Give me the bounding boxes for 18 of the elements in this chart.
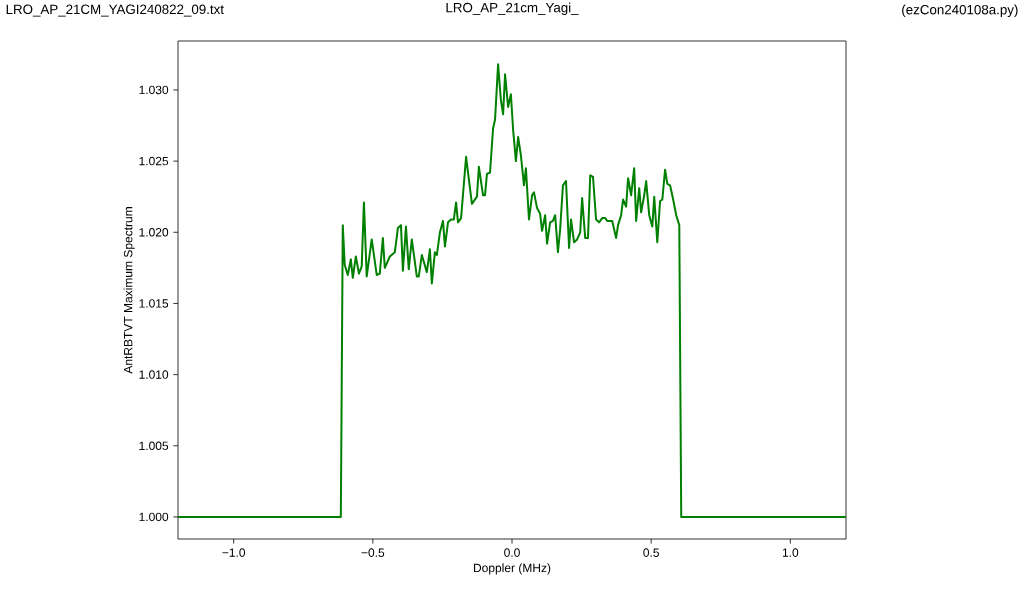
x-tick-label: −0.5	[361, 548, 385, 557]
y-tick-label: 1.000	[139, 512, 169, 522]
y-tick-label: 1.025	[139, 156, 169, 166]
x-tick-label: −1.0	[222, 548, 246, 557]
y-tick-label: 1.005	[139, 441, 169, 451]
y-tick-label: 1.010	[139, 370, 169, 379]
line-series	[178, 63, 847, 518]
x-tick-label: 0.0	[504, 548, 520, 557]
y-tick-label: 1.030	[139, 85, 169, 95]
x-tick-label: 0.5	[643, 548, 660, 557]
y-tick-label: 1.020	[139, 228, 169, 237]
text: LRO_AP_21CM_YAGI240822_09.txt	[6, 4, 224, 17]
x-axis-title: Doppler (MHz)	[473, 563, 551, 575]
text: (ezCon240108a.py)	[902, 4, 1018, 18]
y-axis-title: AntRBTVT Maximum Spectrum	[123, 207, 135, 374]
chart-title: LRO_AP_21cm_Yagi_	[446, 2, 579, 15]
y-tick-label: 1.015	[139, 299, 169, 308]
x-tick-label: 1.0	[782, 548, 799, 557]
